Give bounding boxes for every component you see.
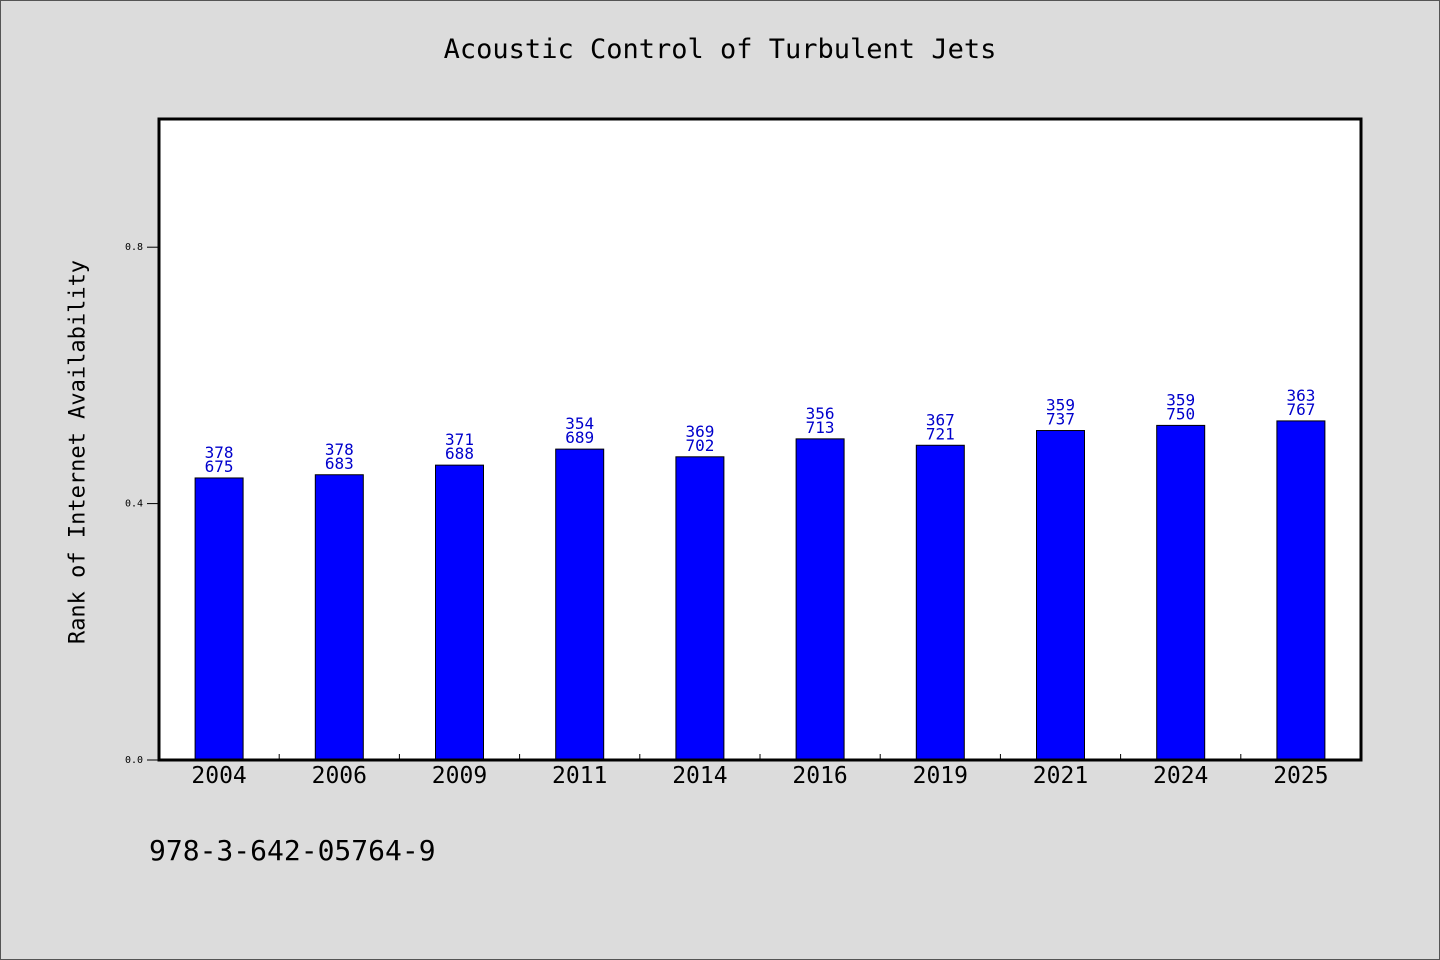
bar-2025 bbox=[1276, 420, 1326, 761]
bar-2011 bbox=[555, 448, 605, 761]
bar-2021 bbox=[1036, 430, 1085, 761]
bar-label-bottom-2004: 675 bbox=[205, 457, 234, 476]
bar-2004 bbox=[194, 477, 244, 761]
x-tick-label-2011: 2011 bbox=[552, 763, 607, 789]
bar-label-top-2016: 356 bbox=[806, 404, 835, 423]
x-tick-label-2009: 2009 bbox=[432, 763, 487, 789]
bar-2016 bbox=[795, 438, 845, 761]
bar-label-bottom-2025: 767 bbox=[1286, 400, 1315, 419]
bar-label-bottom-2009: 688 bbox=[445, 444, 474, 463]
bar-2009 bbox=[435, 464, 484, 761]
y-tick-label-0.8: 0.8 bbox=[125, 242, 143, 253]
bar-label-top-2019: 367 bbox=[926, 410, 955, 429]
bar-label-bottom-2014: 702 bbox=[685, 436, 714, 455]
bar-label-bottom-2016: 713 bbox=[806, 418, 835, 437]
chart-title: Acoustic Control of Turbulent Jets bbox=[443, 34, 997, 65]
x-tick-label-2019: 2019 bbox=[913, 763, 968, 789]
bar-label-top-2009: 371 bbox=[445, 430, 474, 449]
bar-label-top-2004: 378 bbox=[205, 443, 234, 462]
y-tick-label-0.0: 0.0 bbox=[125, 755, 143, 766]
x-tick-label-2016: 2016 bbox=[792, 763, 847, 789]
bar-label-bottom-2011: 689 bbox=[565, 428, 594, 447]
bar-label-bottom-2024: 750 bbox=[1166, 404, 1195, 423]
bar-label-top-2014: 369 bbox=[685, 422, 714, 441]
bar-label-bottom-2019: 721 bbox=[926, 424, 955, 443]
x-tick-label-2004: 2004 bbox=[191, 763, 246, 789]
x-tick-label-2006: 2006 bbox=[312, 763, 367, 789]
x-tick-label-2014: 2014 bbox=[672, 763, 727, 789]
bar-2024 bbox=[1156, 424, 1206, 761]
bar-label-top-2021: 359 bbox=[1046, 396, 1075, 415]
bar-2019 bbox=[915, 444, 965, 761]
y-tick-label-0.4: 0.4 bbox=[125, 499, 143, 510]
isbn-code: 978-3-642-05764-9 bbox=[149, 834, 436, 867]
plot-border bbox=[157, 117, 1363, 762]
x-tick-label-2021: 2021 bbox=[1033, 763, 1088, 789]
bar-label-top-2006: 378 bbox=[325, 440, 354, 459]
bar-label-top-2025: 363 bbox=[1286, 386, 1315, 405]
bar-label-top-2011: 354 bbox=[565, 414, 594, 433]
bar-2006 bbox=[314, 474, 364, 761]
x-tick-label-2025: 2025 bbox=[1273, 763, 1328, 789]
bar-2014 bbox=[675, 456, 725, 761]
bar-label-top-2024: 359 bbox=[1166, 390, 1195, 409]
bar-label-bottom-2006: 683 bbox=[325, 454, 354, 473]
bar-label-bottom-2021: 737 bbox=[1046, 410, 1075, 429]
x-tick-label-2024: 2024 bbox=[1153, 763, 1208, 789]
